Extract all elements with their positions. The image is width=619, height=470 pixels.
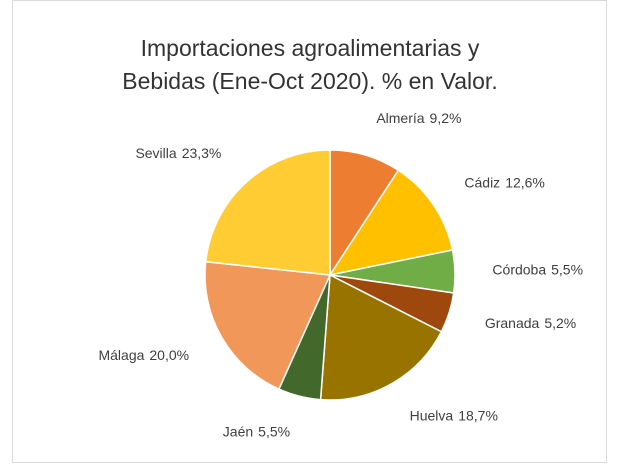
label-category: Granada xyxy=(485,315,540,331)
data-label: Córdoba 5,5% xyxy=(492,261,583,277)
label-category: Málaga xyxy=(98,347,144,363)
pie-slice xyxy=(204,149,331,276)
data-label: Granada 5,2% xyxy=(485,315,576,331)
label-category: Córdoba xyxy=(492,261,546,277)
label-value: 23,3% xyxy=(182,145,222,161)
label-value: 12,6% xyxy=(505,174,545,190)
label-value: 9,2% xyxy=(430,110,462,126)
label-category: Jaén xyxy=(223,423,253,439)
data-label: Jaén 5,5% xyxy=(223,423,290,439)
label-value: 20,0% xyxy=(149,347,189,363)
data-label: Málaga 20,0% xyxy=(98,347,189,363)
label-category: Sevilla xyxy=(135,145,176,161)
label-category: Almería xyxy=(376,110,424,126)
label-value: 5,5% xyxy=(258,423,290,439)
data-label: Cádiz 12,6% xyxy=(464,174,545,190)
data-label: Huelva 18,7% xyxy=(410,407,498,423)
data-label: Sevilla 23,3% xyxy=(135,145,221,161)
label-category: Huelva xyxy=(410,407,454,423)
label-value: 18,7% xyxy=(458,407,498,423)
label-value: 5,2% xyxy=(544,315,576,331)
pie-slice xyxy=(319,273,443,401)
chart-title: Importaciones agroalimentarias y Bebidas… xyxy=(122,35,498,94)
data-label: Almería 9,2% xyxy=(376,110,461,126)
label-category: Cádiz xyxy=(464,174,500,190)
label-value: 5,5% xyxy=(551,261,583,277)
pie-slice xyxy=(328,169,454,277)
pie-slice xyxy=(204,260,332,391)
